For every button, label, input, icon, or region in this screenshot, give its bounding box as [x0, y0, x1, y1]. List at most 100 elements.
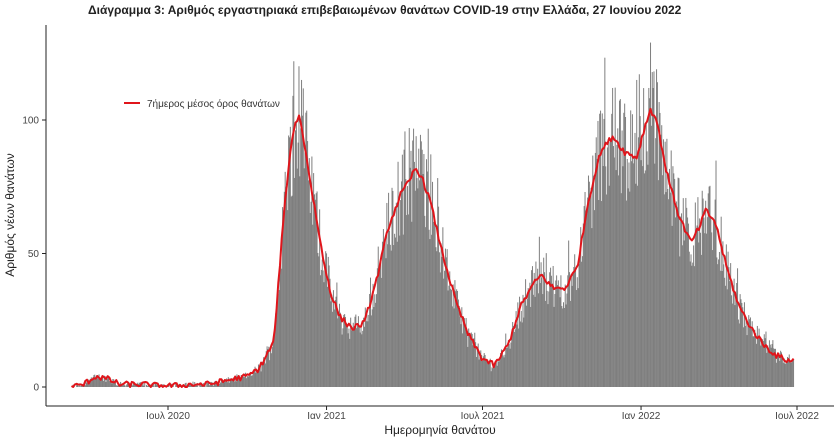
daily-deaths-bar — [264, 363, 266, 387]
daily-deaths-bar — [757, 338, 759, 387]
daily-deaths-bar — [703, 217, 705, 387]
daily-deaths-bar — [741, 302, 743, 387]
daily-deaths-bar — [376, 268, 378, 387]
daily-deaths-bar — [231, 378, 233, 387]
daily-deaths-bar — [449, 271, 451, 387]
daily-deaths-bar — [590, 187, 592, 387]
daily-deaths-bar — [581, 256, 583, 387]
daily-deaths-bar — [300, 128, 302, 387]
daily-deaths-bar — [334, 300, 336, 387]
seven-day-average-line — [70, 107, 795, 388]
daily-deaths-bar — [445, 257, 447, 387]
daily-deaths-bar — [359, 332, 361, 387]
daily-deaths-bar — [762, 339, 764, 387]
daily-deaths-bar — [736, 283, 738, 387]
daily-deaths-bar — [525, 305, 527, 387]
daily-deaths-bar — [94, 374, 96, 387]
daily-deaths-bar — [465, 318, 467, 387]
daily-deaths-bar — [672, 166, 674, 387]
daily-deaths-bar — [788, 354, 790, 387]
daily-deaths-bar — [747, 323, 749, 387]
daily-deaths-bar — [279, 260, 281, 387]
daily-deaths-bar — [110, 381, 112, 387]
daily-deaths-bar — [748, 315, 750, 387]
daily-deaths-bar — [733, 278, 735, 387]
chart-title: Διάγραμμα 3: Αριθμός εργαστηριακά επιβεβ… — [88, 3, 682, 17]
daily-deaths-bar — [223, 382, 225, 387]
daily-deaths-bar — [404, 131, 406, 387]
daily-deaths-bar — [418, 148, 420, 387]
daily-deaths-bar — [678, 178, 680, 387]
daily-deaths-bar — [723, 264, 725, 387]
daily-deaths-bar — [417, 188, 419, 387]
daily-deaths-bar — [504, 354, 506, 387]
daily-deaths-bar — [394, 233, 396, 387]
daily-deaths-bar — [622, 166, 624, 387]
daily-deaths-bar — [588, 181, 590, 387]
daily-deaths-bar — [356, 328, 358, 387]
daily-deaths-bar — [391, 187, 393, 387]
daily-deaths-bar — [310, 201, 312, 387]
daily-deaths-bar — [612, 146, 614, 387]
daily-deaths-bar — [585, 210, 587, 387]
daily-deaths-bar — [567, 275, 569, 387]
daily-deaths-bar — [751, 321, 753, 387]
daily-deaths-bar — [749, 319, 751, 387]
daily-deaths-bar — [200, 384, 202, 387]
daily-deaths-bar — [775, 362, 777, 387]
daily-deaths-bar — [547, 304, 549, 387]
daily-deaths-bar — [276, 298, 278, 387]
daily-deaths-bar — [320, 269, 322, 387]
daily-deaths-bar — [500, 353, 502, 387]
daily-deaths-bar — [245, 372, 247, 387]
daily-deaths-bar — [637, 185, 639, 387]
daily-deaths-bar — [584, 191, 586, 387]
daily-deaths-bar — [201, 385, 203, 387]
daily-deaths-bar — [628, 162, 630, 387]
daily-deaths-bar — [669, 192, 671, 387]
daily-deaths-bar — [215, 382, 217, 387]
daily-deaths-bar — [770, 347, 772, 387]
daily-deaths-bar — [726, 289, 728, 387]
daily-deaths-bar — [778, 352, 780, 387]
daily-deaths-bar — [76, 383, 78, 387]
daily-deaths-bar — [698, 242, 700, 387]
daily-deaths-bar — [104, 376, 106, 387]
daily-deaths-bar — [619, 99, 621, 388]
daily-deaths-bar — [329, 278, 331, 387]
daily-deaths-bar — [390, 250, 392, 387]
daily-deaths-bar — [89, 378, 91, 387]
daily-deaths-bar — [596, 158, 598, 387]
daily-deaths-bar — [773, 348, 775, 387]
daily-deaths-bar — [369, 293, 371, 387]
daily-deaths-bar — [787, 357, 789, 387]
daily-deaths-bar — [460, 324, 462, 387]
daily-deaths-bar — [295, 130, 297, 387]
daily-deaths-bar — [663, 194, 665, 387]
daily-deaths-bar — [302, 88, 304, 387]
daily-deaths-bar — [234, 377, 236, 387]
daily-deaths-bar — [674, 178, 676, 387]
daily-deaths-bar — [650, 42, 652, 387]
daily-deaths-bar — [424, 215, 426, 387]
daily-deaths-bar — [759, 337, 761, 387]
daily-deaths-bar — [695, 232, 697, 387]
daily-deaths-bar — [578, 263, 580, 387]
daily-deaths-bar — [207, 382, 209, 387]
daily-deaths-bar — [189, 383, 191, 387]
daily-deaths-bar — [392, 190, 394, 387]
daily-deaths-bar — [122, 385, 124, 387]
daily-deaths-bar — [696, 225, 698, 387]
daily-deaths-bar — [779, 360, 781, 387]
daily-deaths-bar — [340, 319, 342, 387]
daily-deaths-bar — [591, 228, 593, 387]
daily-deaths-bar — [124, 385, 126, 387]
daily-deaths-bar — [132, 385, 134, 387]
daily-deaths-bar — [189, 384, 191, 387]
daily-deaths-bar — [425, 227, 427, 387]
daily-deaths-bar — [486, 360, 488, 387]
daily-deaths-bar — [623, 112, 625, 387]
daily-deaths-bar — [455, 291, 457, 387]
daily-deaths-bar — [575, 290, 577, 387]
